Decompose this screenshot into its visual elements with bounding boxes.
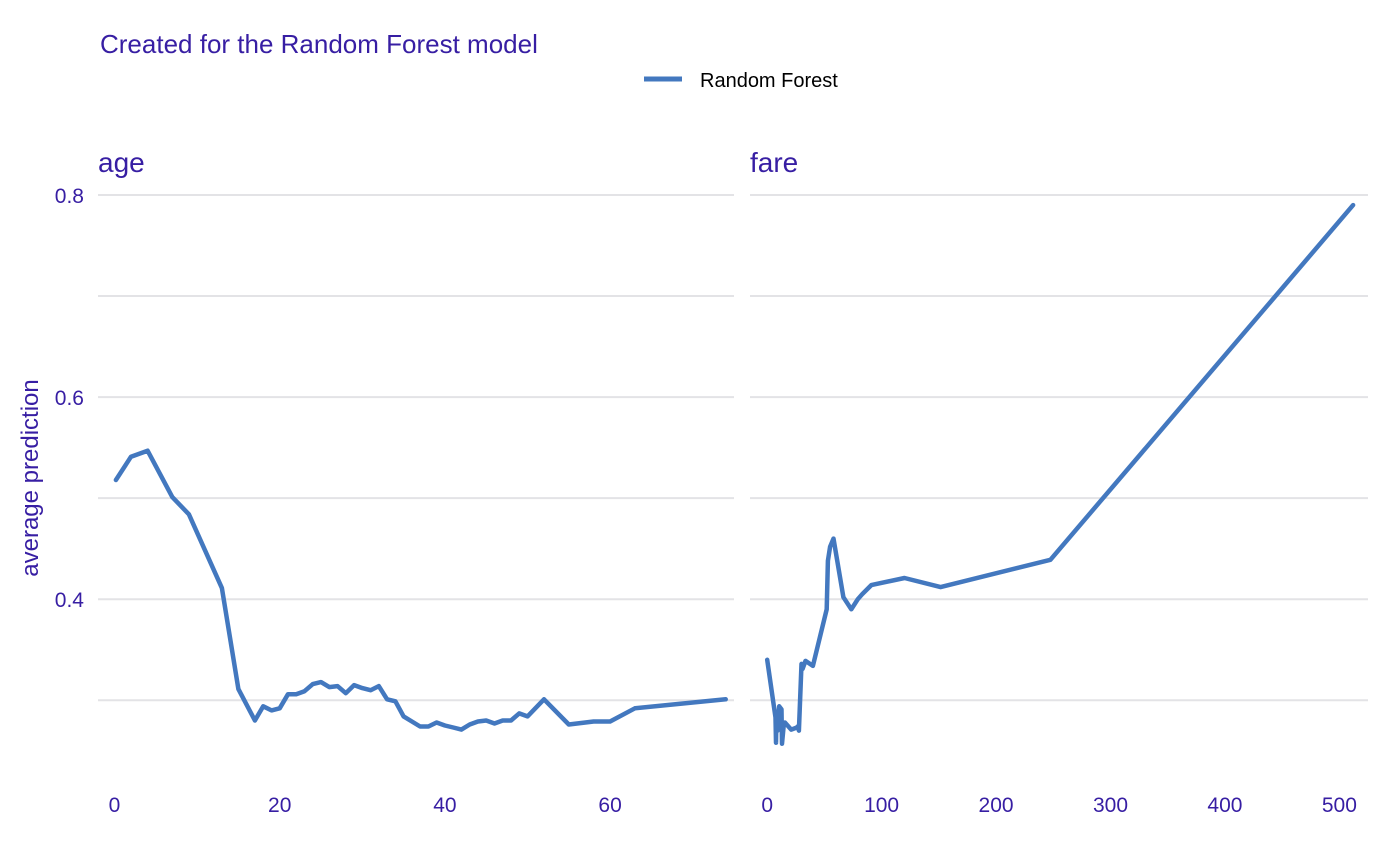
legend-label-random-forest: Random Forest [700,70,838,92]
y-tick-label: 0.4 [55,589,85,612]
x-tick-label-age: 20 [268,794,291,817]
series-line-age [113,448,728,732]
x-tick-label-fare: 100 [864,794,899,817]
x-tick-label-fare: 500 [1322,794,1357,817]
grid-age [98,194,734,702]
y-tick-label: 0.8 [55,185,84,208]
x-tick-label-age: 60 [598,794,621,817]
legend: Random Forest [644,70,838,92]
y-tick-label: 0.6 [55,387,84,410]
panel-age: age 0.4 0.6 0.8 0 20 40 60 [55,147,734,817]
x-tick-label-fare: 200 [979,794,1014,817]
chart-subtitle: Created for the Random Forest model [100,29,538,59]
x-tick-label-fare: 300 [1093,794,1128,817]
x-tick-label-fare: 0 [761,794,773,817]
grid-fare [750,194,1368,702]
x-tick-label-age: 40 [433,794,456,817]
y-axis-label: average prediction [17,379,44,576]
panel-fare: fare 0 100 200 300 400 500 [750,147,1368,817]
x-tick-label-age: 0 [109,794,121,817]
panel-title-age: age [98,147,145,178]
panel-title-fare: fare [750,147,798,178]
series-line-fare [764,202,1356,746]
x-tick-label-fare: 400 [1207,794,1242,817]
